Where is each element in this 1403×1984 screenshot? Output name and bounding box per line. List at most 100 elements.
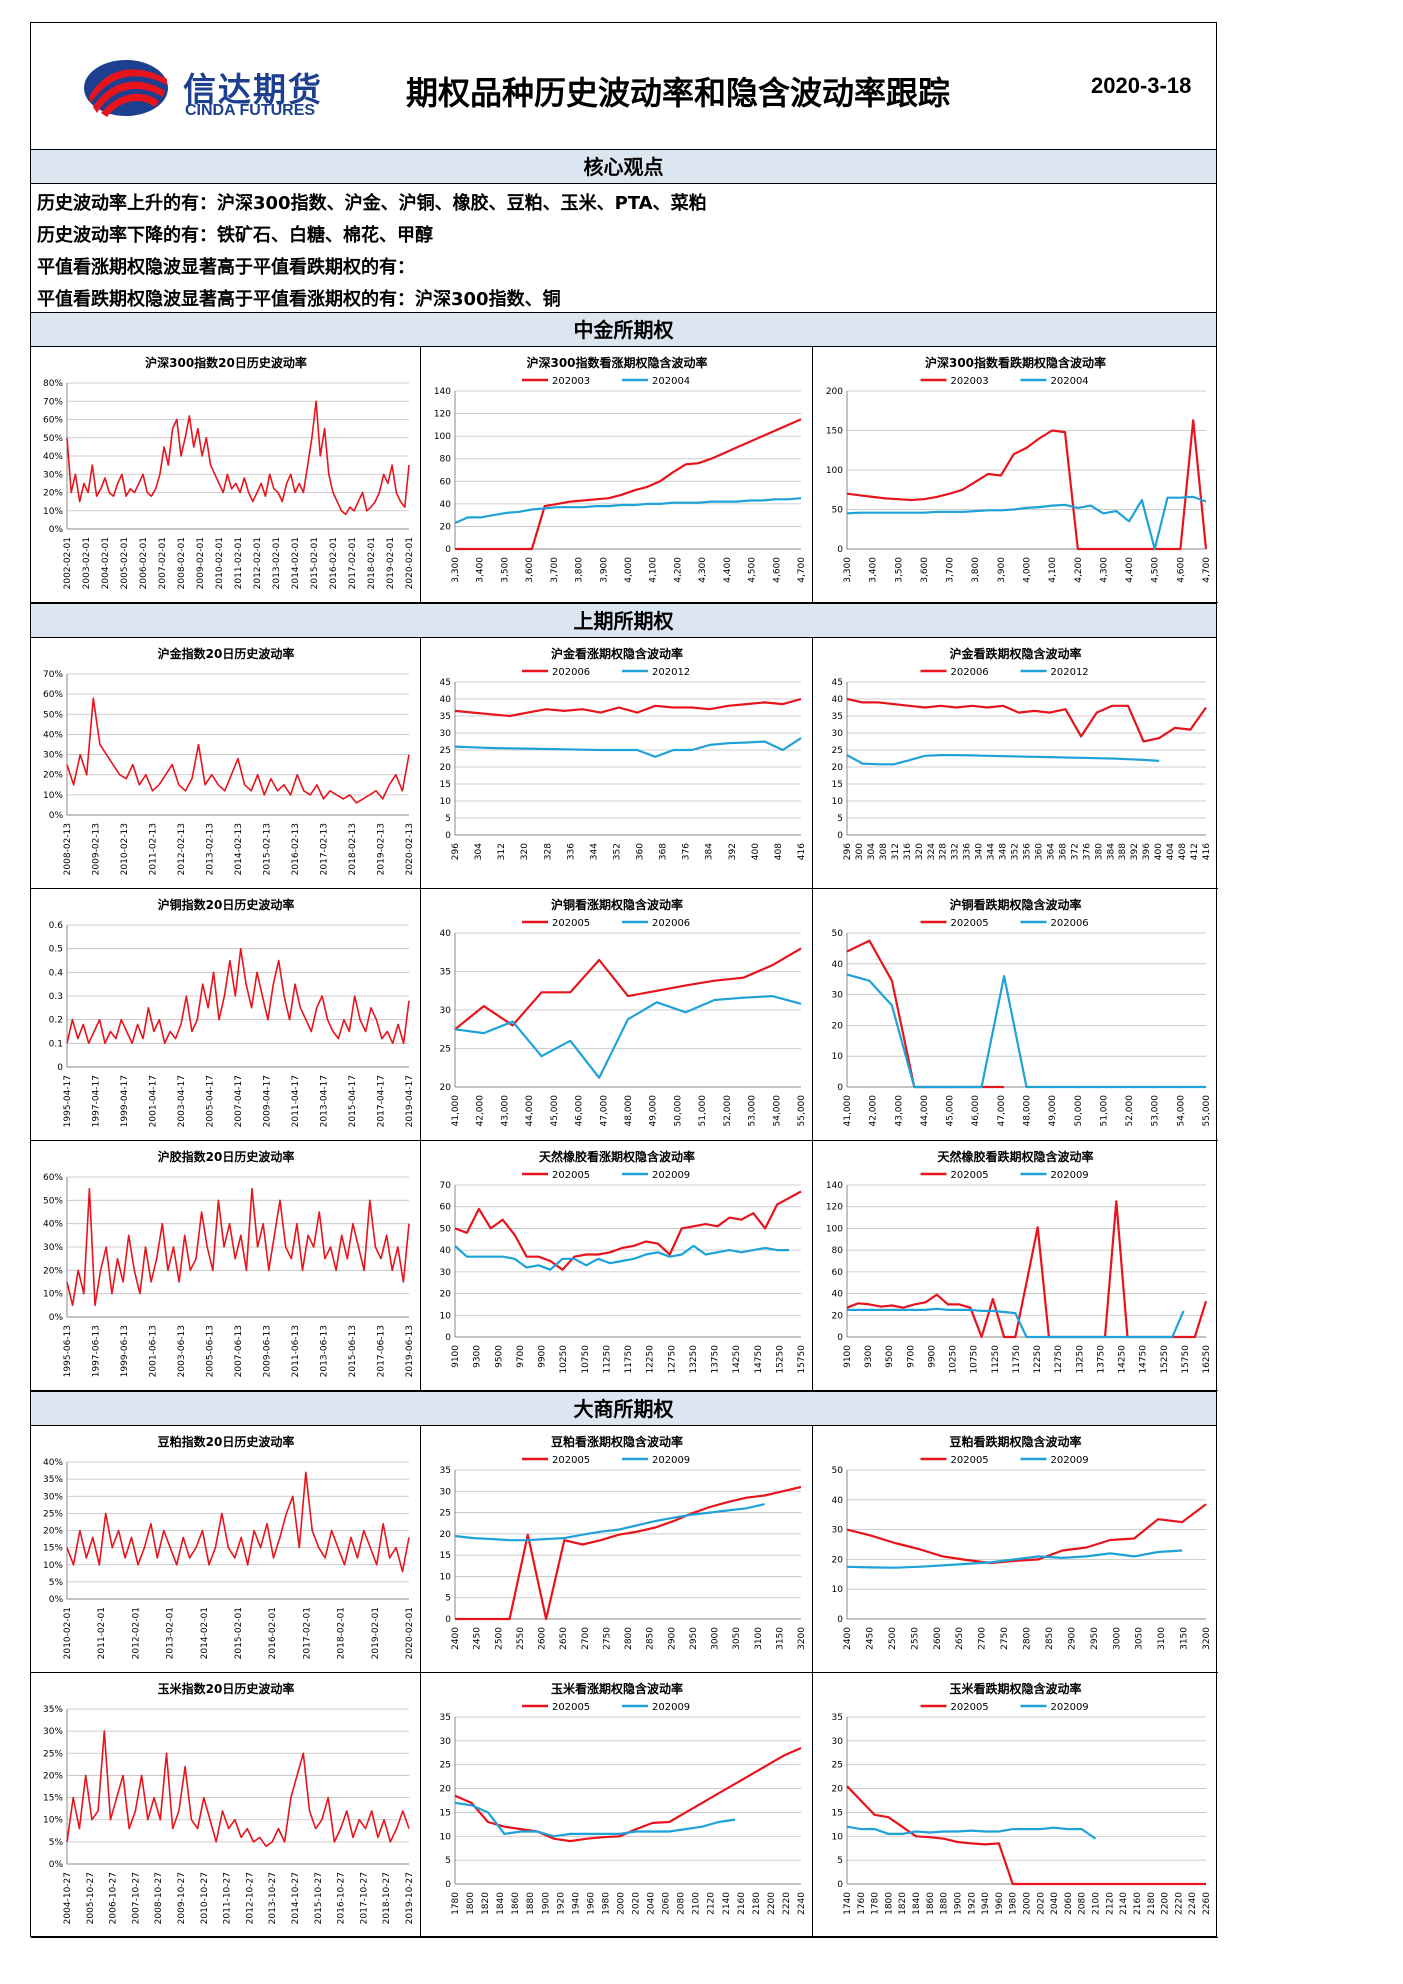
y-tick-label: 0% — [49, 1313, 64, 1323]
x-tick-label: 2006-10-27 — [109, 1872, 119, 1924]
x-tick-label: 2550 — [516, 1627, 526, 1650]
x-tick-label: 2500 — [494, 1627, 504, 1650]
x-tick-label: 2160 — [737, 1892, 747, 1915]
x-tick-label: 2011-04-17 — [291, 1075, 301, 1127]
x-tick-label: 2003-02-01 — [82, 537, 92, 589]
x-tick-label: 9500 — [885, 1345, 895, 1368]
x-tick-label: 376 — [1082, 843, 1092, 860]
chart-title: 沪金看跌期权隐含波动率 — [949, 646, 1081, 661]
y-tick-label: 25 — [440, 746, 451, 756]
legend-label: 202012 — [1051, 667, 1089, 678]
x-tick-label: 2040 — [647, 1892, 657, 1915]
y-tick-label: 20 — [832, 1311, 844, 1321]
x-tick-label: 2700 — [581, 1627, 591, 1650]
x-tick-label: 2015-02-13 — [263, 823, 273, 875]
x-tick-label: 2020-02-01 — [405, 1607, 415, 1659]
x-tick-label: 2180 — [752, 1892, 762, 1915]
x-tick-label: 372 — [1070, 843, 1080, 860]
x-tick-label: 4,100 — [649, 557, 659, 583]
x-tick-label: 2008-10-27 — [154, 1872, 164, 1924]
x-tick-label: 1820 — [898, 1892, 908, 1915]
x-tick-label: 4,500 — [1151, 557, 1161, 583]
report-header: 信达期货 CINDA FUTURES 期权品种历史波动率和隐含波动率跟踪 202… — [31, 23, 1216, 150]
series-line — [846, 419, 1208, 551]
y-tick-label: 15 — [832, 1808, 843, 1818]
y-tick-label: 30% — [43, 751, 63, 761]
y-tick-label: 0.4 — [49, 968, 64, 978]
x-tick-label: 11250 — [602, 1345, 612, 1374]
x-tick-label: 9300 — [473, 1345, 483, 1368]
legend-label: 202009 — [652, 1170, 690, 1181]
x-tick-label: 2012-10-27 — [245, 1872, 255, 1924]
y-tick-label: 10 — [832, 1832, 844, 1842]
x-tick-label: 304 — [474, 843, 484, 860]
y-tick-label: 80% — [43, 379, 63, 389]
y-tick-label: 50% — [43, 710, 63, 720]
x-tick-label: 2800 — [624, 1627, 634, 1650]
series-line — [454, 1244, 790, 1271]
chart-panel: 豆粕看涨期权隐含波动率 202005 202009 0 5 10 15 20 25 30 35 240… — [421, 1426, 813, 1673]
chart-panel: 天然橡胶看涨期权隐含波动率 202005 202009 0 10 20 30 40 50 60 70… — [421, 1141, 813, 1391]
x-tick-label: 1995-06-13 — [63, 1325, 73, 1377]
y-tick-label: 30% — [43, 1243, 63, 1253]
y-tick-label: 20 — [832, 1021, 844, 1031]
x-tick-label: 328 — [543, 843, 553, 860]
x-tick-label: 10750 — [970, 1345, 980, 1374]
y-tick-label: 0.2 — [49, 1016, 63, 1026]
x-tick-label: 2011-02-13 — [149, 823, 159, 875]
y-tick-label: 45 — [440, 678, 451, 688]
x-tick-label: 1980 — [601, 1892, 611, 1915]
series-line — [66, 1730, 410, 1848]
x-tick-label: 2100 — [692, 1892, 702, 1915]
legend-label: 202004 — [652, 376, 690, 387]
chart-title: 沪金指数20日历史波动率 — [158, 646, 295, 661]
x-tick-label: 50,000 — [1074, 1095, 1084, 1127]
chart-panel: 玉米看跌期权隐含波动率 202005 202009 0 5 10 15 20 25 30 35 174… — [813, 1673, 1218, 1938]
y-tick-label: 40 — [832, 960, 844, 970]
chart-svg: 沪胶指数20日历史波动率 0% 10% 20% 30% 40% 50% 60% 1995-06-… — [43, 1149, 415, 1377]
x-tick-label: 2060 — [1064, 1892, 1074, 1915]
chart-panel: 沪金指数20日历史波动率 0% 10% 20% 30% 40% 50% 60% 70% 2008-… — [31, 638, 421, 889]
x-tick-label: 2011-02-01 — [234, 537, 244, 589]
x-tick-label: 320 — [520, 843, 530, 860]
x-tick-label: 3,300 — [451, 557, 461, 583]
x-tick-label: 1999-04-17 — [120, 1075, 130, 1127]
y-tick-label: 150 — [826, 427, 843, 437]
x-tick-label: 2019-10-27 — [405, 1872, 415, 1924]
x-tick-label: 4,700 — [797, 557, 807, 583]
x-tick-label: 364 — [1046, 843, 1056, 860]
x-tick-label: 1995-04-17 — [63, 1075, 73, 1127]
x-tick-label: 9900 — [927, 1345, 937, 1368]
x-tick-label: 3,700 — [550, 557, 560, 583]
legend-label: 202005 — [552, 1702, 590, 1713]
x-tick-label: 2200 — [1161, 1892, 1171, 1915]
chart-panel: 豆粕指数20日历史波动率 0% 5% 10% 15% 20% 25% 30% 35% 40% 201… — [31, 1426, 421, 1673]
y-tick-label: 30 — [440, 1006, 452, 1016]
x-tick-label: 2009-06-13 — [263, 1325, 273, 1377]
x-tick-label: 2220 — [782, 1892, 792, 1915]
x-tick-label: 3,800 — [575, 557, 585, 583]
x-tick-label: 41,000 — [843, 1095, 853, 1127]
x-tick-label: 324 — [927, 843, 937, 860]
y-tick-label: 20% — [43, 1527, 63, 1537]
chart-svg: 沪金指数20日历史波动率 0% 10% 20% 30% 40% 50% 60% 70% 2008-… — [43, 646, 415, 875]
x-tick-label: 13750 — [711, 1345, 721, 1374]
x-tick-label: 396 — [1142, 843, 1152, 860]
y-tick-label: 60 — [832, 1268, 844, 1278]
series-line — [66, 400, 410, 516]
y-tick-label: 20% — [43, 1771, 63, 1781]
x-tick-label: 356 — [1023, 843, 1033, 860]
x-tick-label: 2019-02-01 — [371, 1607, 381, 1659]
x-tick-label: 2017-04-17 — [377, 1075, 387, 1127]
x-tick-label: 14250 — [732, 1345, 742, 1374]
report-date: 2020-3-18 — [1091, 73, 1192, 98]
x-tick-label: 2009-04-17 — [263, 1075, 273, 1127]
x-tick-label: 2015-10-27 — [314, 1872, 324, 1924]
x-tick-label: 2080 — [677, 1892, 687, 1915]
chart-panel: 沪深300指数看涨期权隐含波动率 202003 202004 0 20 40 60 80 100… — [421, 347, 813, 603]
y-tick-label: 50% — [43, 434, 63, 444]
x-tick-label: 4,500 — [748, 557, 758, 583]
series-line — [846, 1785, 1206, 1886]
y-tick-label: 60% — [43, 690, 63, 700]
chart-title: 玉米指数20日历史波动率 — [158, 1681, 295, 1696]
